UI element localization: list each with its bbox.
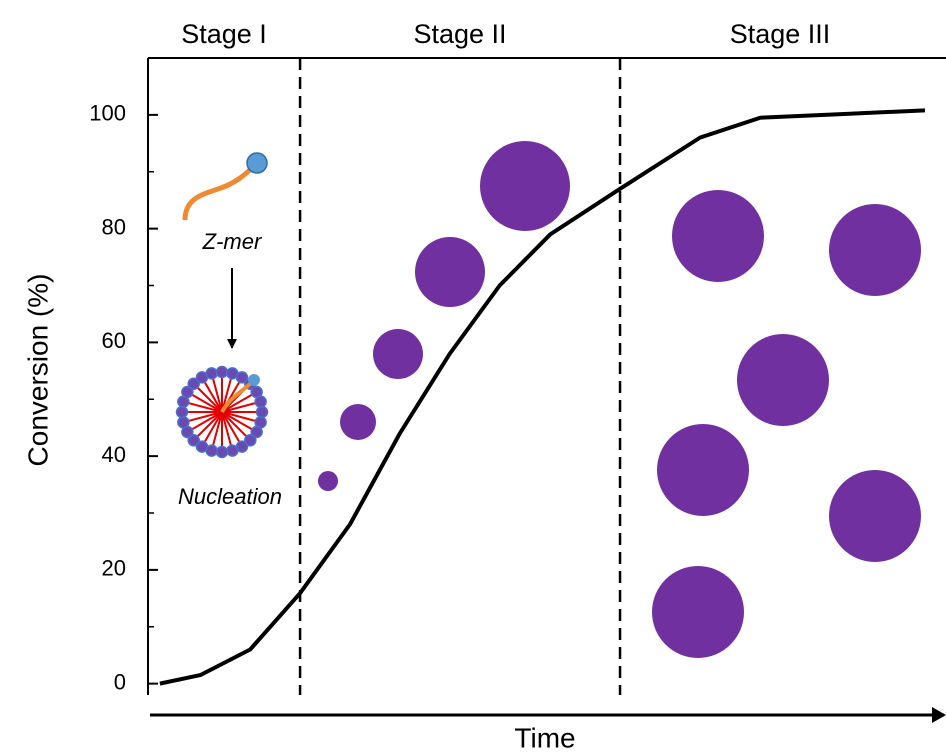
micelle-chain	[221, 411, 233, 448]
micelle-head	[255, 405, 269, 419]
y-tick-label: 20	[102, 556, 126, 581]
micelle-chain	[186, 411, 223, 423]
y-tick-label: 60	[102, 328, 126, 353]
micelle-chain	[211, 411, 223, 448]
micelle-chain	[186, 401, 223, 413]
micelle-head	[250, 425, 263, 439]
stage-label: Stage I	[181, 19, 267, 49]
micelle-head	[187, 434, 200, 447]
y-axis-label: Conversion (%)	[22, 274, 53, 467]
y-tick-label: 0	[114, 669, 126, 694]
micelle-chain	[221, 401, 258, 413]
annotation: Nucleation	[178, 484, 282, 509]
micelle-head	[215, 445, 229, 459]
particle	[829, 470, 921, 562]
micelle-chain	[221, 411, 241, 444]
micelle-head	[215, 365, 229, 379]
particle	[373, 329, 423, 379]
micelle-zmer	[220, 380, 254, 414]
micelle-head	[226, 444, 239, 457]
micelle-chain	[221, 393, 254, 413]
micelle-head	[205, 367, 218, 380]
micelle-head	[175, 405, 189, 419]
micelle-chain	[195, 411, 223, 439]
particle	[480, 141, 570, 231]
micelle-chain	[221, 411, 254, 431]
particle	[657, 424, 749, 516]
micelle-head	[187, 377, 200, 390]
micelle-chain	[195, 385, 223, 413]
z-mer-icon	[182, 152, 268, 349]
micelle-head	[181, 385, 194, 399]
particle	[340, 404, 376, 440]
micelle-chain	[190, 393, 223, 413]
micelle-chain	[190, 411, 223, 431]
micelle-head	[195, 440, 209, 453]
micelle-zmer-head	[248, 374, 260, 386]
micelle-chain	[221, 411, 258, 423]
micelle-chain	[203, 380, 223, 413]
particle	[652, 566, 744, 658]
micelle-head	[235, 371, 249, 384]
particle	[672, 190, 764, 282]
conversion-curve	[159, 108, 926, 686]
y-tick-label: 100	[89, 101, 126, 126]
micelle-chain	[211, 376, 223, 413]
particle	[737, 334, 829, 426]
y-tick-label: 40	[102, 442, 126, 467]
arrow-head	[932, 707, 946, 723]
stage-label: Stage III	[730, 19, 831, 49]
micelle-chain	[203, 411, 223, 444]
micelle-head	[254, 395, 267, 408]
annotation: Z-mer	[202, 229, 263, 254]
micelle-chain	[221, 411, 249, 439]
particle	[318, 471, 338, 491]
micelle	[175, 365, 269, 459]
x-axis-label: Time	[514, 722, 575, 753]
particle	[415, 237, 485, 307]
particle	[829, 204, 921, 296]
z-mer-tail	[182, 163, 257, 221]
stage-label: Stage II	[414, 19, 507, 49]
micelle-head	[177, 416, 190, 429]
z-mer-head	[246, 152, 268, 174]
y-tick-label: 80	[102, 214, 126, 239]
micelle-head	[244, 434, 257, 447]
